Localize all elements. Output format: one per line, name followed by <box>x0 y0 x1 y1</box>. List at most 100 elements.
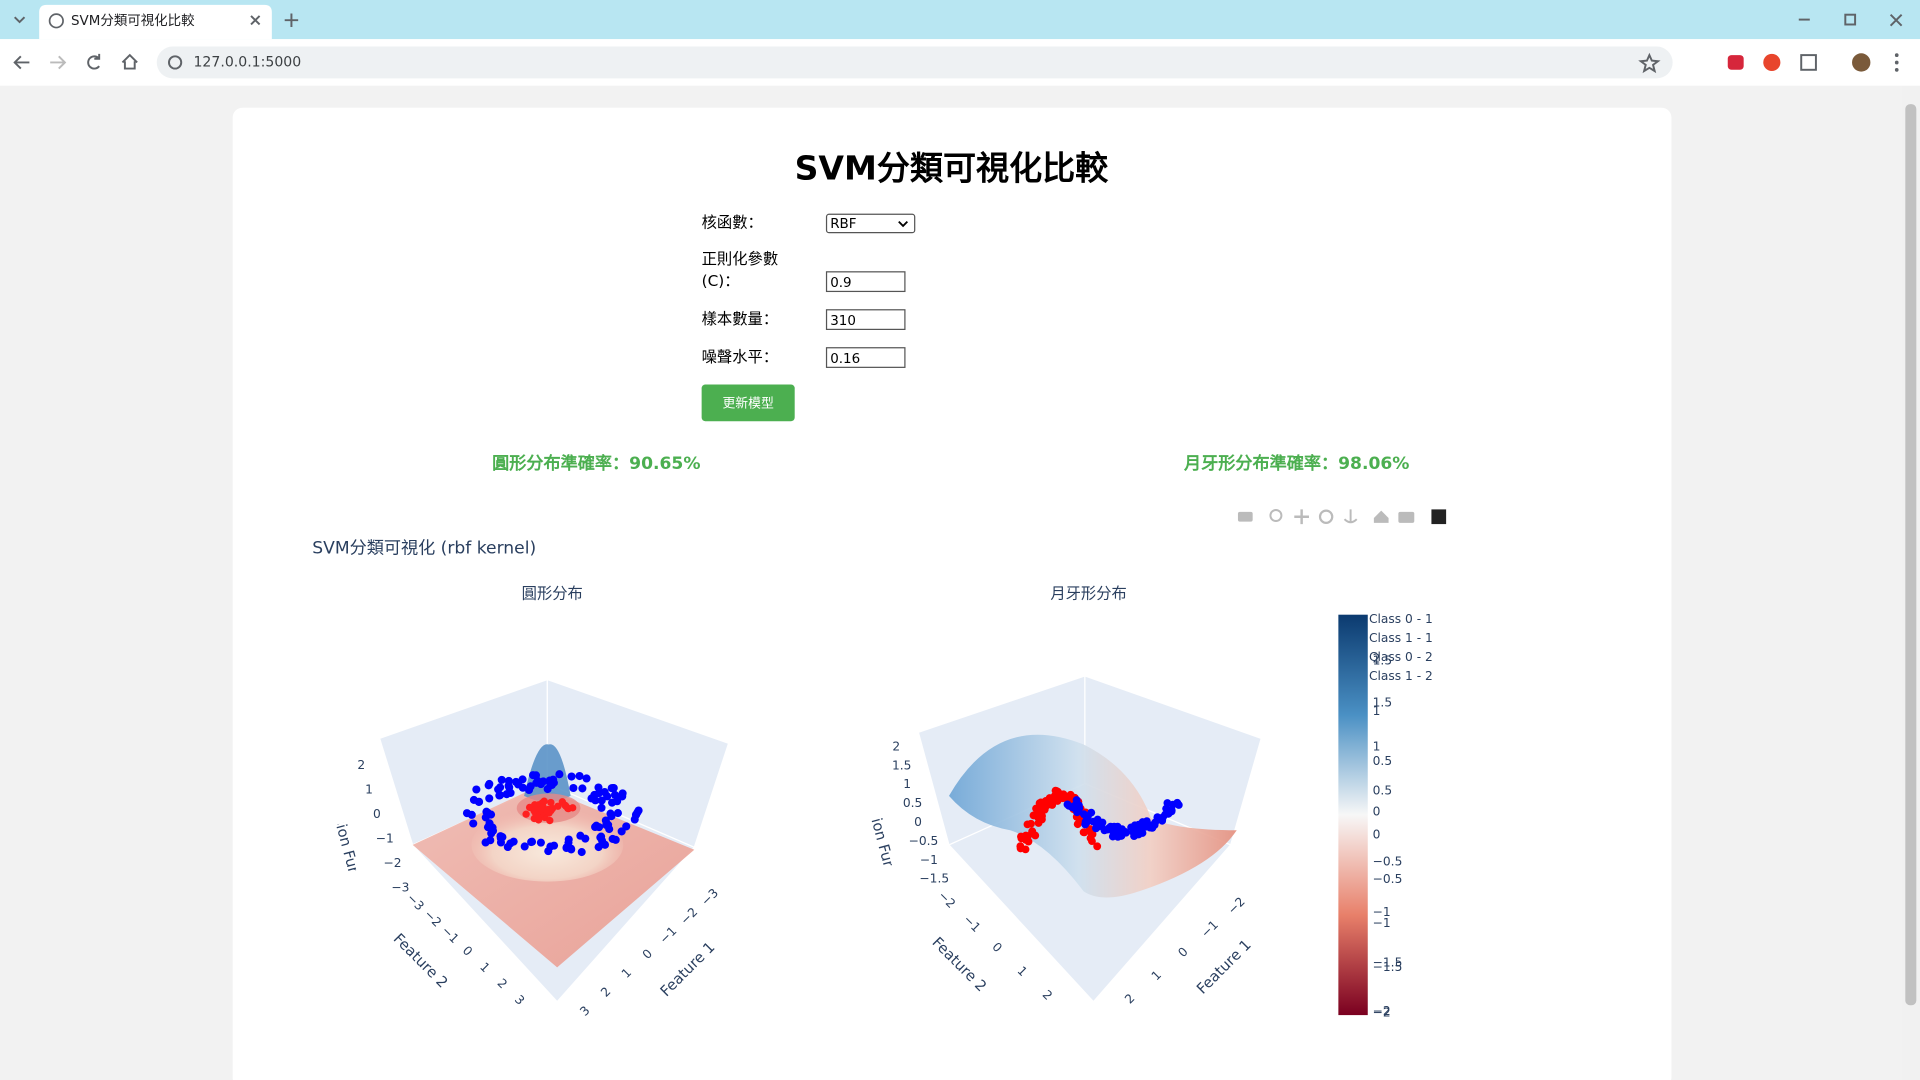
scatter-point <box>522 810 530 818</box>
scatter-point <box>555 770 564 779</box>
modebar-pan[interactable] <box>1294 509 1309 525</box>
z-tick-label: 2 <box>892 739 900 753</box>
scatter-point <box>509 837 518 846</box>
scatter-point <box>607 812 616 821</box>
c-label: 正則化參數 <box>702 250 779 268</box>
scatter-point <box>1098 818 1107 827</box>
colorbar-tick-label: 0 <box>1373 804 1381 818</box>
modebar-camera[interactable] <box>1237 511 1253 522</box>
back[interactable] <box>13 55 30 70</box>
tab-search[interactable] <box>14 16 26 24</box>
scatter-point <box>527 837 536 847</box>
scatter-point <box>569 783 578 793</box>
samples-value: 310 <box>830 314 856 329</box>
scatter-point <box>532 805 540 814</box>
scatter-point <box>1044 797 1053 806</box>
scatter-point <box>630 815 639 824</box>
modebar-logo[interactable] <box>1431 509 1447 525</box>
update-button[interactable] <box>701 384 795 422</box>
scatter-point <box>567 772 576 781</box>
c-input[interactable] <box>825 271 906 293</box>
colorbar-tick-label: 1 <box>1373 739 1381 753</box>
z-tick-label: 1 <box>903 777 911 791</box>
modebar-hover[interactable] <box>1398 511 1415 523</box>
scatter-point <box>575 771 584 781</box>
scatter-point <box>469 819 478 828</box>
new-tab[interactable] <box>284 13 299 27</box>
scatter-point <box>505 783 514 792</box>
kernel-value: RBF <box>830 217 856 232</box>
scatter-point <box>598 836 607 845</box>
z-tick-label: −2 <box>384 856 402 870</box>
scatter-point <box>1071 804 1080 812</box>
colorbar-tick-label: −2 <box>1373 1006 1391 1020</box>
site-info[interactable] <box>168 55 183 70</box>
extension[interactable] <box>1763 53 1781 72</box>
scatter-point <box>520 842 529 851</box>
colorbar-tick-label: −1 <box>1373 905 1391 919</box>
scatter-point <box>534 816 543 824</box>
extension[interactable] <box>1727 55 1744 70</box>
update-button-label: 更新模型 <box>722 396 774 412</box>
active-tab[interactable] <box>39 4 272 40</box>
scatter-point <box>485 819 494 828</box>
extensions[interactable] <box>1800 54 1817 71</box>
scatter-point <box>634 806 643 815</box>
noise-input[interactable] <box>825 347 906 368</box>
home[interactable] <box>121 53 138 70</box>
scatter-point <box>1052 787 1061 795</box>
scatter-point <box>576 831 585 840</box>
legend-entry: Class 1 - 1 <box>1369 631 1433 645</box>
scene-circles[interactable] <box>378 678 730 1003</box>
samples-input[interactable] <box>825 309 906 330</box>
modebar-turntable[interactable] <box>1343 509 1358 524</box>
subplot-title: 圓形分布 <box>522 584 583 602</box>
accuracy-moons: 月牙形分布準確率：98.06% <box>1183 453 1409 474</box>
close-window[interactable] <box>1889 14 1903 27</box>
scrollbar-thumb[interactable] <box>1905 104 1917 1006</box>
scatter-point <box>564 835 573 844</box>
scatter-point <box>591 822 600 832</box>
scatter-point <box>608 798 617 807</box>
scatter-point <box>518 775 527 784</box>
scatter-point <box>467 810 476 819</box>
colorbar-tick-label: −1.5 <box>1373 960 1403 974</box>
colorbar-tick-label: 0.5 <box>1373 754 1392 768</box>
address-bar[interactable] <box>156 46 1673 79</box>
scatter-point <box>543 807 551 815</box>
scatter-point <box>1158 816 1167 825</box>
colorbar-tick-label: 0.5 <box>1373 784 1392 798</box>
bookmark[interactable] <box>1638 52 1661 74</box>
z-tick-label: 1 <box>365 782 373 796</box>
modebar-zoom[interactable] <box>1269 509 1283 522</box>
z-tick-label: −1.5 <box>919 872 949 886</box>
profile[interactable] <box>1852 53 1871 72</box>
scatter-point <box>1134 830 1143 839</box>
scatter-point <box>1036 798 1045 807</box>
legend-entry: Class 1 - 2 <box>1369 669 1433 683</box>
scatter-point <box>602 820 611 830</box>
scatter-point <box>1105 824 1114 833</box>
scatter-point <box>597 796 606 805</box>
scatter-point <box>1080 828 1089 837</box>
scatter-point <box>546 842 555 851</box>
scatter-point <box>1084 812 1092 821</box>
kernel-select[interactable] <box>825 213 916 234</box>
scatter-point <box>613 809 622 818</box>
modebar-home[interactable] <box>1373 510 1389 523</box>
colorbar-tick-label: 1 <box>1373 704 1381 718</box>
colorbar-tick-label: −1 <box>1373 916 1391 930</box>
plot-title: SVM分類可視化 (rbf kernel) <box>312 539 536 559</box>
modebar-orbit[interactable] <box>1318 509 1334 524</box>
scatter-point <box>547 798 555 807</box>
restore[interactable] <box>1844 13 1857 26</box>
scatter-point <box>607 784 616 793</box>
colorbar-tick-label: −0.5 <box>1373 872 1403 886</box>
reload[interactable] <box>87 53 101 70</box>
scatter-point <box>536 838 545 847</box>
scene-moons[interactable] <box>917 675 1262 1003</box>
tab-close[interactable] <box>250 15 261 26</box>
kernel-label: 核函數： <box>702 213 763 231</box>
forward[interactable] <box>50 55 67 70</box>
